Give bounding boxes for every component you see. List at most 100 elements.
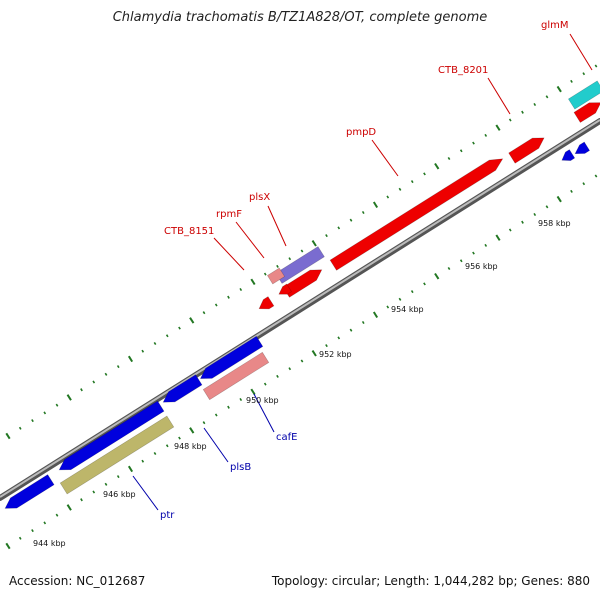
gene-red-small [282, 269, 323, 298]
outer-track-tick [300, 249, 304, 253]
inner-track-tick [153, 451, 157, 456]
gene-reverse-4 [561, 149, 576, 161]
gene-reverse-5 [574, 141, 591, 155]
inner-track-tick [434, 272, 440, 280]
outer-track-tick [495, 124, 501, 131]
gene-rpmF-pseudo [266, 267, 286, 285]
gene-glmM-forward [573, 102, 600, 123]
inner-track-tick [127, 465, 134, 473]
outer-track-tick [410, 180, 414, 184]
outer-track-tick [178, 326, 181, 330]
inner-track-tick [495, 234, 501, 241]
inner-track-tick [398, 297, 402, 301]
kbp-label-944: 944 kbp [33, 539, 66, 548]
gene-glmM-teal [567, 80, 600, 110]
outer-track-tick [459, 149, 463, 153]
tick-marks [5, 64, 598, 550]
outer-track-tick [263, 272, 267, 276]
outer-track-tick [43, 411, 47, 415]
gene-fragment [278, 283, 292, 295]
outer-track-tick [533, 102, 537, 107]
outer-track-tick [141, 349, 145, 353]
outer-track-tick [594, 64, 598, 68]
outer-track-tick [361, 210, 365, 215]
inner-track-tick [43, 521, 47, 525]
leader-glmM [569, 33, 593, 71]
topology-summary: Topology: circular; Length: 1,044,282 bp… [271, 574, 590, 588]
outer-track-tick [423, 172, 426, 176]
leader-CTB_8201 [487, 77, 511, 115]
inner-track-tick [250, 388, 256, 396]
outer-track-tick [521, 110, 524, 114]
outer-track-tick [545, 95, 549, 99]
leader-plsX [267, 205, 287, 247]
inner-track-tick [361, 320, 365, 325]
gene-label-CTB_8201: CTB_8201 [438, 65, 488, 76]
accession-text: Accession: NC_012687 [9, 574, 146, 588]
gene-label-ptr: ptr [160, 510, 175, 521]
inner-track-tick [447, 266, 451, 271]
outer-track-tick [189, 317, 195, 324]
leader-plsB [203, 427, 229, 463]
outer-track-tick [556, 85, 562, 93]
inner-track-tick [337, 336, 341, 340]
inner-track-tick [300, 359, 304, 363]
leader-pmpD [371, 139, 399, 177]
gene-reverse-2 [162, 374, 203, 403]
inner-track-tick [423, 282, 426, 286]
outer-track-tick [434, 162, 440, 170]
leader-ptr [132, 475, 159, 511]
inner-track-tick [31, 529, 34, 533]
inner-track-tick [5, 542, 11, 550]
outer-track-tick [153, 341, 157, 346]
outer-track-tick [5, 432, 11, 440]
inner-track-tick [227, 405, 230, 409]
gene-reverse-1 [199, 335, 264, 379]
gene-label-pmpD: pmpD [346, 127, 376, 138]
outer-track-tick [582, 72, 586, 76]
leader-cafE [253, 393, 275, 433]
inner-track-tick [545, 205, 549, 209]
inner-track-tick [104, 482, 108, 486]
inner-track-tick [386, 305, 390, 309]
outer-track-tick [202, 311, 206, 315]
outer-track-tick [472, 141, 475, 145]
outer-track-tick [55, 403, 59, 407]
inner-track-tick [472, 251, 475, 255]
outer-track-tick [570, 79, 573, 83]
inner-track-tick [311, 350, 317, 357]
outer-track-tick [116, 365, 120, 369]
label-leaders [132, 33, 593, 511]
inner-track-tick [202, 421, 206, 425]
kbp-label-958: 958 kbp [538, 219, 571, 228]
inner-track-tick [239, 397, 243, 402]
kbp-label-950: 950 kbp [246, 396, 279, 405]
outer-track-tick [18, 426, 22, 430]
outer-track-tick [372, 201, 379, 209]
inner-track-tick [165, 444, 169, 448]
inner-track-tick [582, 182, 586, 186]
outer-track-tick [214, 303, 218, 307]
inner-track-tick [372, 311, 379, 319]
inner-track-tick [508, 228, 512, 232]
map-title: Chlamydia trachomatis B/TZ1A828/OT, comp… [112, 10, 488, 25]
gene-label-rpmF: rpmF [216, 209, 242, 220]
outer-track-tick [127, 355, 134, 363]
gene-label-plsX: plsX [249, 192, 270, 203]
inner-track-tick [288, 367, 292, 371]
outer-track-tick [239, 287, 243, 292]
kbp-label-946: 946 kbp [103, 490, 136, 499]
inner-track-tick [189, 427, 195, 434]
inner-track-tick [116, 475, 120, 479]
gene-cafE [202, 351, 270, 401]
gene-plsX [275, 246, 325, 284]
outer-track-tick [386, 195, 390, 199]
inner-track-tick [410, 290, 414, 294]
gene-label-CTB_8151: CTB_8151 [164, 226, 214, 237]
gene-label-cafE: cafE [276, 432, 297, 443]
labels: 944 kbp 946 kbp 948 kbp 950 kbp 952 kbp … [33, 20, 571, 548]
outer-track-tick [447, 156, 451, 161]
inner-track-tick [594, 174, 598, 178]
gene-CTB_8151 [258, 296, 275, 310]
